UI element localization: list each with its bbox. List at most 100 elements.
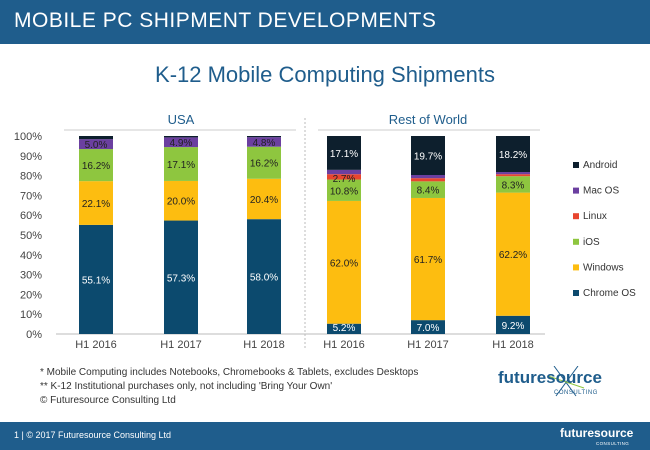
legend-swatch-android — [573, 162, 579, 168]
bar-usa-h1-2018-ios — [247, 146, 281, 179]
bar-rest-of-world-h1-2017-chrome-os — [411, 320, 445, 334]
y-tick-label: 90% — [20, 151, 42, 163]
footnote-2: ** K-12 Institutional purchases only, no… — [40, 381, 333, 392]
legend-label-chrome-os: Chrome OS — [583, 288, 636, 299]
header-bar: MOBILE PC SHIPMENT DEVELOPMENTS — [0, 0, 650, 44]
bar-usa-h1-2018-android — [247, 136, 281, 138]
footnote-3: © Futuresource Consulting Ltd — [40, 395, 176, 406]
legend-swatch-mac-os — [573, 187, 579, 194]
bar-usa-h1-2016-android — [79, 136, 113, 140]
bar-usa-h1-2017-chrome-os — [164, 220, 198, 334]
bar-rest-of-world-h1-2016-android — [327, 136, 361, 170]
data-label: 10.8% — [330, 186, 358, 197]
y-tick-label: 30% — [20, 270, 42, 282]
data-label: 16.2% — [250, 159, 278, 170]
data-label: 9.2% — [502, 321, 525, 332]
bar-rest-of-world-h1-2016-chrome-os — [327, 323, 361, 334]
bar-rest-of-world-h1-2016-windows — [327, 200, 361, 324]
data-label: 20.0% — [167, 197, 195, 208]
bar-rest-of-world-h1-2018-linux — [496, 174, 530, 177]
data-label: 7.0% — [417, 323, 440, 334]
logo-wordmark: futuresource — [498, 368, 602, 387]
y-tick-label: 70% — [20, 190, 42, 202]
data-label: 19.7% — [414, 152, 442, 163]
data-label: 62.2% — [499, 250, 527, 261]
data-label: 5.2% — [333, 323, 356, 334]
legend-swatch-ios — [573, 238, 579, 245]
bar-rest-of-world-h1-2018-chrome-os — [496, 315, 530, 334]
bar-usa-h1-2017-ios — [164, 147, 198, 181]
data-label: 61.7% — [414, 255, 442, 266]
bar-rest-of-world-h1-2018-mac-os — [496, 172, 530, 175]
bar-usa-h1-2016-mac-os — [79, 139, 113, 150]
futuresource-logo: futuresource CONSULTING — [498, 366, 618, 406]
data-label: 20.4% — [250, 195, 278, 206]
bar-usa-h1-2017-android — [164, 136, 198, 138]
y-tick-label: 80% — [20, 171, 42, 183]
data-label: 4.8% — [253, 138, 276, 149]
y-tick-label: 60% — [20, 210, 42, 222]
bar-rest-of-world-h1-2017-android — [411, 136, 445, 176]
chart-title: K-12 Mobile Computing Shipments — [155, 62, 495, 87]
footer-bar: 1 | © 2017 Futuresource Consulting Ltd f… — [0, 422, 650, 450]
logo-subtitle: CONSULTING — [554, 390, 598, 396]
data-label: 22.1% — [82, 199, 110, 210]
legend-label-windows: Windows — [583, 262, 624, 273]
bar-rest-of-world-h1-2016-ios — [327, 179, 361, 201]
y-tick-label: 100% — [14, 131, 42, 143]
y-tick-label: 40% — [20, 250, 42, 262]
legend-label-linux: Linux — [583, 211, 607, 222]
x-tick-label: H1 2018 — [243, 339, 285, 351]
x-tick-label: H1 2016 — [323, 339, 365, 351]
bar-rest-of-world-h1-2017-mac-os — [411, 175, 445, 179]
data-label: 17.1% — [167, 160, 195, 171]
bar-rest-of-world-h1-2017-linux — [411, 178, 445, 182]
bar-rest-of-world-h1-2018-android — [496, 136, 530, 173]
bar-rest-of-world-h1-2017-windows — [411, 197, 445, 321]
data-label: 58.0% — [250, 273, 278, 284]
x-tick-label: H1 2017 — [160, 339, 202, 351]
legend-swatch-linux — [573, 213, 579, 220]
y-tick-label: 20% — [20, 289, 42, 301]
data-label: 55.1% — [82, 275, 110, 286]
footer-logo: futuresource CONSULTING — [560, 425, 640, 447]
data-label: 16.2% — [82, 161, 110, 172]
bar-rest-of-world-h1-2018-windows — [496, 192, 530, 316]
stacked-bar-chart: 0% 10% 20% 30% 40% 50% 60% 70% 80% 90% 100% USA 55.1… — [14, 112, 636, 351]
data-label: 5.0% — [85, 140, 108, 151]
legend-label-android: Android — [583, 160, 617, 171]
x-tick-label: H1 2016 — [75, 339, 117, 351]
footnotes: * Mobile Computing includes Notebooks, C… — [40, 366, 418, 408]
bar-rest-of-world-h1-2016-mac-os — [327, 169, 361, 175]
bar-usa-h1-2016-ios — [79, 149, 113, 182]
x-tick-label: H1 2018 — [492, 339, 534, 351]
data-label: 2.7% — [333, 174, 356, 185]
data-label: 17.1% — [330, 149, 358, 160]
data-label: 18.2% — [499, 150, 527, 161]
y-tick-label: 50% — [20, 230, 42, 242]
footer-copyright: 1 | © 2017 Futuresource Consulting Ltd — [14, 430, 172, 440]
footer-logo-wordmark: futuresource — [560, 426, 634, 440]
footer-logo-subtitle: CONSULTING — [596, 441, 630, 446]
group-header-rest-of-world: Rest of World — [389, 112, 468, 127]
logo-x-icon — [547, 366, 585, 397]
data-label: 62.0% — [330, 258, 358, 269]
data-label: 4.9% — [170, 138, 193, 149]
data-label: 57.3% — [167, 273, 195, 284]
bar-usa-h1-2016-windows — [79, 181, 113, 225]
bar-rest-of-world-h1-2018-ios — [496, 176, 530, 193]
bar-usa-h1-2018-chrome-os — [247, 219, 281, 334]
data-label: 8.4% — [417, 186, 440, 197]
bar-usa-h1-2016-chrome-os — [79, 224, 113, 334]
group-header-usa: USA — [168, 112, 195, 127]
legend-swatch-chrome-os — [573, 290, 579, 296]
bar-usa-h1-2017-windows — [164, 180, 198, 221]
y-tick-label: 10% — [20, 309, 42, 321]
bar-rest-of-world-h1-2016-linux — [327, 174, 361, 180]
bar-rest-of-world-h1-2017-ios — [411, 181, 445, 198]
legend-label-ios: iOS — [583, 237, 600, 248]
legend-swatch-windows — [573, 264, 579, 271]
legend-label-mac-os: Mac OS — [583, 186, 619, 197]
bar-usa-h1-2017-mac-os — [164, 137, 198, 148]
y-tick-label: 0% — [26, 329, 42, 341]
